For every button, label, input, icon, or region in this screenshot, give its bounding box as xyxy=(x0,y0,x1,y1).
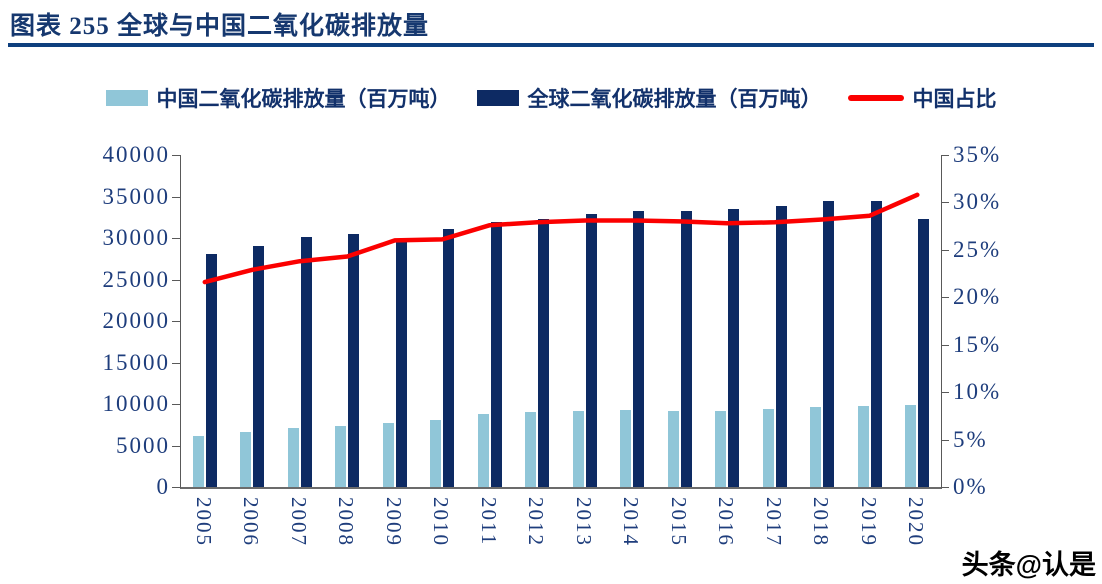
bar-china-2011 xyxy=(477,413,489,487)
y-axis-label-left: 5000 xyxy=(116,432,170,458)
x-axis-label-2006: 2006 xyxy=(239,497,264,547)
x-axis-label-2014: 2014 xyxy=(619,497,644,547)
x-axis-label-2005: 2005 xyxy=(191,497,216,547)
bar-china-2005 xyxy=(192,436,204,487)
y-axis-label-right: 5% xyxy=(953,426,988,452)
chart-plot-area xyxy=(172,155,949,489)
bar-global-2013 xyxy=(585,213,597,487)
y-axis-label-left: 40000 xyxy=(102,142,170,167)
y-axis-label-left: 10000 xyxy=(102,391,170,416)
y-axis-label-right: 30% xyxy=(953,189,1002,215)
bar-china-2020 xyxy=(905,404,917,487)
chart-title: 图表 255 全球与中国二氧化碳排放量 xyxy=(10,13,430,40)
y-axis-tick-left xyxy=(172,279,180,281)
y-axis-tick-right xyxy=(941,297,949,299)
bar-global-2018 xyxy=(823,201,835,487)
y-axis-tick-right xyxy=(941,155,949,156)
title-underline xyxy=(8,43,1094,47)
ratio-line-layer xyxy=(202,192,920,285)
bar-china-2014 xyxy=(620,410,632,487)
y-axis-label-left: 35000 xyxy=(102,183,170,209)
legend-item-china: 中国二氧化碳排放量（百万吨） xyxy=(105,83,451,113)
chart-legend: 中国二氧化碳排放量（百万吨） 全球二氧化碳排放量（百万吨） 中国占比 xyxy=(0,84,1102,112)
bar-global-2017 xyxy=(775,206,787,487)
y-axis-label-left: 0 xyxy=(156,474,170,499)
y-axis-label-right: 10% xyxy=(953,379,1002,405)
y-axis-label-left: 30000 xyxy=(102,225,170,250)
x-axis-label-2012: 2012 xyxy=(524,497,549,547)
x-axis-label-2013: 2013 xyxy=(571,497,596,547)
x-axis-label-2009: 2009 xyxy=(381,497,406,547)
bar-china-2010 xyxy=(430,419,442,487)
y-axis-label-left: 20000 xyxy=(102,308,170,333)
bar-china-2007 xyxy=(287,428,299,487)
legend-swatch-china xyxy=(105,90,148,106)
bar-china-2013 xyxy=(572,410,584,487)
legend-label-china: 中国二氧化碳排放量（百万吨） xyxy=(156,87,451,111)
bar-global-2011 xyxy=(490,222,502,487)
legend-label-ratio: 中国占比 xyxy=(912,87,997,111)
bar-china-2008 xyxy=(335,425,347,487)
y-axis-label-right: 20% xyxy=(953,284,1002,310)
watermark: 头条@认是 xyxy=(961,550,1096,580)
y-axis-label-left: 25000 xyxy=(102,266,170,292)
legend-swatch-global xyxy=(476,90,519,106)
y-axis-tick-right xyxy=(941,202,949,204)
y-axis-tick-left xyxy=(172,196,180,198)
bar-china-2009 xyxy=(382,422,394,487)
bar-china-2018 xyxy=(810,407,822,487)
bar-global-2010 xyxy=(443,228,455,487)
x-axis-label-2015: 2015 xyxy=(666,497,691,547)
x-axis-label-2018: 2018 xyxy=(809,497,834,547)
x-axis-label-2011: 2011 xyxy=(476,497,501,547)
legend-line-ratio xyxy=(847,95,904,101)
y-axis-label-left: 15000 xyxy=(102,349,170,375)
bar-china-2012 xyxy=(525,412,537,487)
bar-global-2014 xyxy=(633,211,645,487)
x-axis-label-2008: 2008 xyxy=(334,497,359,547)
bar-china-2006 xyxy=(240,432,252,487)
y-axis-tick-right xyxy=(941,249,949,251)
x-axis-label-2019: 2019 xyxy=(856,497,881,547)
bar-china-2019 xyxy=(857,405,869,487)
y-axis-label-right: 15% xyxy=(953,331,1002,357)
x-axis-label-2016: 2016 xyxy=(714,497,739,547)
bar-china-2017 xyxy=(762,408,774,487)
y-axis-tick-left xyxy=(172,362,180,364)
x-axis-label-2020: 2020 xyxy=(904,497,929,547)
bar-china-2015 xyxy=(667,410,679,487)
y-axis-tick-right xyxy=(941,439,949,441)
y-axis-tick-left xyxy=(172,445,180,447)
y-axis-tick-left xyxy=(172,155,180,156)
bar-global-2020 xyxy=(918,218,930,487)
bar-global-2012 xyxy=(538,218,550,487)
y-axis-tick-right xyxy=(941,487,949,488)
bar-global-2016 xyxy=(728,208,740,487)
x-axis-label-2010: 2010 xyxy=(429,497,454,547)
legend-item-ratio: 中国占比 xyxy=(847,83,997,113)
y-axis-label-right: 0% xyxy=(953,474,988,499)
y-axis-tick-left xyxy=(172,404,180,405)
bar-global-2019 xyxy=(870,200,882,487)
y-axis-tick-right xyxy=(941,392,949,394)
y-axis-label-right: 25% xyxy=(953,236,1002,262)
legend-item-global: 全球二氧化碳排放量（百万吨） xyxy=(476,83,822,113)
bar-global-2005 xyxy=(205,253,217,487)
y-axis-tick-left xyxy=(172,321,180,322)
y-axis-tick-left xyxy=(172,238,180,239)
bar-global-2009 xyxy=(395,239,407,487)
ratio-line xyxy=(202,192,920,285)
y-axis-tick-left xyxy=(172,487,180,488)
x-axis-label-2017: 2017 xyxy=(761,497,786,547)
bar-global-2007 xyxy=(300,237,312,487)
bar-global-2006 xyxy=(253,245,265,487)
bar-global-2008 xyxy=(348,234,360,487)
legend-label-global: 全球二氧化碳排放量（百万吨） xyxy=(527,87,822,111)
bar-global-2015 xyxy=(680,211,692,487)
y-axis-label-right: 35% xyxy=(953,142,1002,167)
y-axis-tick-right xyxy=(941,344,949,346)
bar-china-2016 xyxy=(715,410,727,487)
x-axis-label-2007: 2007 xyxy=(286,497,311,547)
